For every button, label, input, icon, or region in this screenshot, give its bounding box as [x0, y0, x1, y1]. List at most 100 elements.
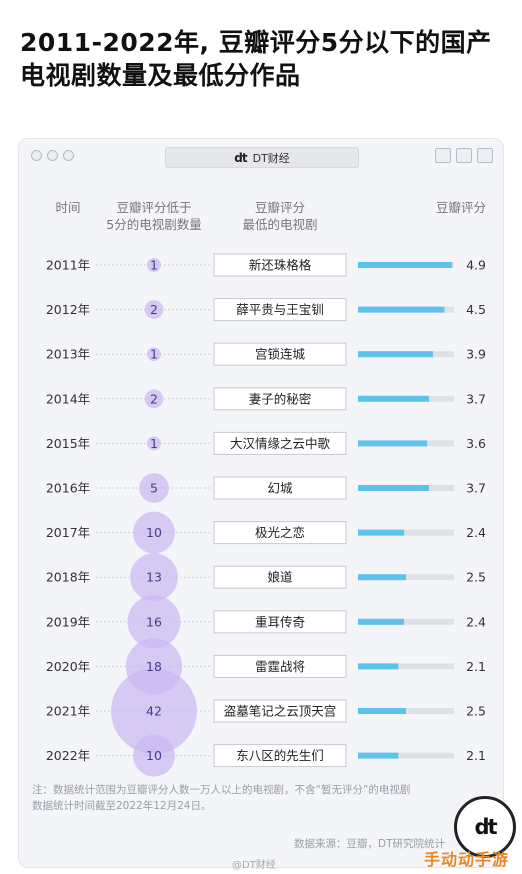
- show-title-box: [213, 298, 347, 322]
- show-title: 大汉情缘之云中歌: [230, 436, 331, 451]
- count-bubble: [125, 638, 183, 695]
- year-label: 2013年: [46, 347, 90, 362]
- count-bubble: [139, 473, 169, 503]
- show-title: 极光之恋: [255, 525, 305, 540]
- count-label: 1: [150, 436, 158, 451]
- year-label: 2018年: [46, 570, 90, 585]
- count-label: 42: [146, 704, 162, 719]
- score-bar-track: [358, 618, 454, 625]
- score-label: 2.4: [466, 525, 486, 540]
- count-label: 1: [150, 347, 158, 362]
- score-bar: [358, 708, 406, 714]
- show-title: 娘道: [267, 570, 293, 585]
- year-label: 2021年: [46, 704, 90, 719]
- window-bar: dt DT财经: [19, 139, 503, 173]
- show-title-box: [213, 699, 347, 723]
- chart-title: 2011-2022年, 豆瓣评分5分以下的国产电视剧数量及最低分作品: [20, 28, 492, 90]
- count-label: 18: [146, 659, 162, 674]
- show-title: 重耳传奇: [255, 614, 305, 629]
- score-bar: [358, 752, 399, 759]
- show-title-box: [213, 342, 347, 366]
- window-dot[interactable]: [63, 150, 74, 161]
- record-icon[interactable]: [435, 148, 451, 163]
- year-label: 2012年: [46, 302, 90, 317]
- count-bubble: [130, 553, 178, 602]
- score-label: 4.5: [466, 302, 486, 317]
- show-title-box: [213, 610, 347, 634]
- show-title-box: [213, 521, 347, 545]
- count-label: 1: [150, 258, 158, 273]
- window-controls: [31, 150, 74, 161]
- score-label: 2.5: [466, 704, 486, 719]
- score-label: 3.7: [466, 391, 486, 406]
- score-bar: [358, 306, 445, 313]
- score-label: 2.1: [466, 748, 486, 763]
- score-bar: [358, 618, 405, 625]
- column-header-title: 豆瓣评分: [255, 200, 305, 215]
- year-label: 2016年: [46, 481, 90, 496]
- weibo-handle: @DT财经: [232, 860, 276, 871]
- show-title-box: [213, 476, 347, 500]
- count-label: 13: [146, 570, 162, 585]
- count-bubble: [111, 668, 197, 754]
- window-tab[interactable]: dt DT财经: [165, 147, 359, 168]
- show-title: 宫锁连城: [255, 347, 306, 362]
- home-icon[interactable]: [477, 148, 493, 163]
- dt-logo-icon: dt: [234, 150, 247, 165]
- year-label: 2015年: [46, 436, 90, 451]
- show-title: 幻城: [267, 481, 293, 496]
- window-tab-label: DT财经: [252, 151, 290, 165]
- count-label: 5: [150, 481, 158, 496]
- count-bubble: [133, 511, 175, 554]
- year-label: 2019年: [46, 614, 90, 629]
- score-label: 2.5: [466, 570, 486, 585]
- show-title-box: [213, 744, 347, 768]
- score-label: 4.9: [466, 258, 486, 273]
- dt-badge-text: dt: [474, 815, 497, 839]
- count-label: 16: [146, 614, 162, 629]
- show-title: 薛平贵与王宝钏: [236, 302, 324, 317]
- document-icon[interactable]: [456, 148, 472, 163]
- column-header-count: 5分的电视剧数量: [106, 217, 201, 232]
- show-title: 盗墓笔记之云顶天宫: [224, 704, 337, 719]
- score-bar: [358, 663, 399, 670]
- dt-badge-logo: dt: [454, 796, 516, 858]
- year-label: 2014年: [46, 391, 90, 406]
- count-bubble: [127, 595, 181, 649]
- show-title: 东八区的先生们: [236, 748, 324, 763]
- show-title-box: [213, 387, 347, 411]
- count-label: 10: [146, 748, 162, 763]
- count-label: 2: [150, 302, 158, 317]
- watermark-text: 手动动手游: [424, 850, 510, 869]
- window-dot[interactable]: [31, 150, 42, 161]
- window-dot[interactable]: [47, 150, 58, 161]
- data-source: 数据来源：豆瓣，DT研究院统计: [294, 838, 445, 850]
- score-bar: [358, 574, 406, 581]
- year-label: 2011年: [46, 258, 90, 273]
- score-label: 2.4: [466, 614, 486, 629]
- show-title-box: [213, 253, 347, 277]
- show-title-box: [213, 654, 347, 678]
- year-label: 2017年: [46, 525, 90, 540]
- score-label: 3.6: [466, 436, 486, 451]
- count-bubble: [147, 258, 161, 272]
- footnote: 注：数据统计范围为豆瓣评分人数一万人以上的电视剧，不含“暂无评分”的电视剧 数据…: [32, 782, 472, 814]
- count-bubble: [144, 389, 164, 409]
- score-bar-track: [358, 529, 454, 536]
- show-title: 雷霆战将: [255, 659, 305, 674]
- show-title-box: [213, 431, 347, 455]
- score-bar: [358, 485, 430, 491]
- score-bar-track: [358, 752, 454, 759]
- count-bubble: [147, 347, 161, 362]
- column-header-count: 豆瓣评分低于: [116, 200, 191, 215]
- score-bar: [358, 440, 428, 447]
- score-label: 3.7: [466, 481, 486, 496]
- year-label: 2020年: [46, 659, 90, 674]
- column-header-score: 豆瓣评分: [436, 200, 486, 215]
- footnote-line: 数据统计时间截至2022年12月24日。: [32, 800, 212, 812]
- count-label: 10: [146, 525, 162, 540]
- score-bar-track: [358, 663, 454, 670]
- show-title: 新还珠格格: [249, 258, 312, 273]
- count-bubble: [144, 300, 164, 319]
